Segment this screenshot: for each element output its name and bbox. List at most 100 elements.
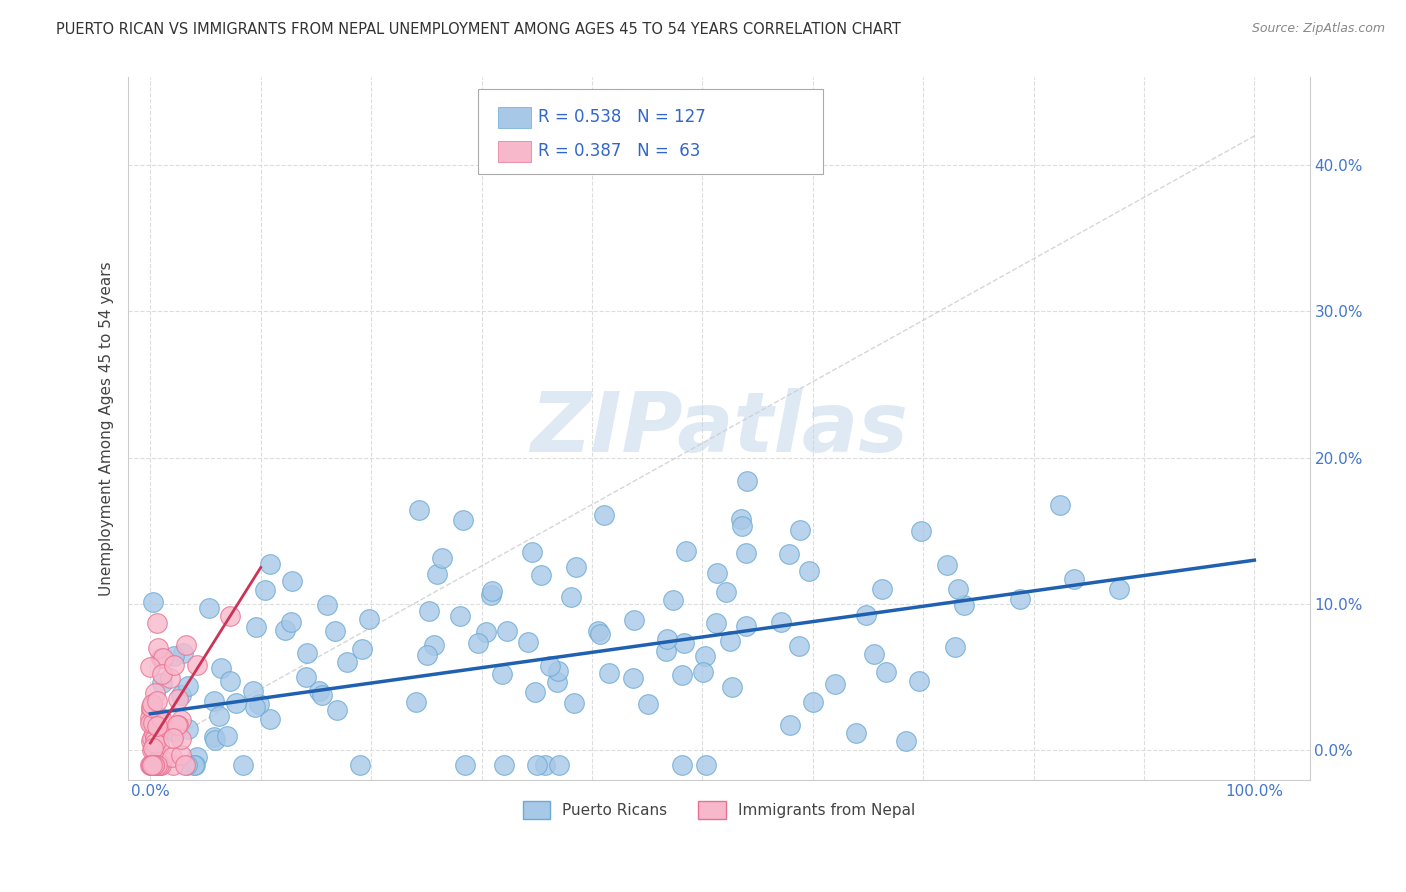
- Point: [139, 711, 162, 725]
- Point: [845, 725, 868, 739]
- Text: R = 0.387   N =  63: R = 0.387 N = 63: [538, 142, 700, 160]
- Point: [824, 677, 846, 691]
- Point: [162, 731, 184, 745]
- Point: [149, 758, 172, 772]
- Point: [148, 738, 170, 752]
- Point: [1010, 592, 1032, 607]
- Point: [547, 664, 569, 678]
- Point: [186, 657, 208, 672]
- Point: [143, 731, 166, 746]
- Point: [141, 731, 163, 745]
- Point: [215, 729, 238, 743]
- Point: [139, 758, 162, 772]
- Point: [516, 635, 538, 649]
- Point: [801, 695, 824, 709]
- Point: [534, 757, 557, 772]
- Point: [560, 590, 582, 604]
- Point: [163, 649, 186, 664]
- Point: [146, 754, 169, 768]
- Point: [245, 620, 267, 634]
- Point: [655, 632, 678, 646]
- Point: [1108, 582, 1130, 596]
- Point: [336, 655, 359, 669]
- Point: [661, 593, 683, 607]
- Point: [870, 582, 893, 596]
- Point: [209, 661, 232, 675]
- Point: [935, 558, 957, 573]
- Point: [894, 734, 917, 748]
- Point: [139, 758, 162, 772]
- Point: [142, 595, 165, 609]
- Point: [530, 568, 553, 582]
- Point: [359, 612, 381, 626]
- Point: [146, 725, 169, 739]
- Text: Source: ZipAtlas.com: Source: ZipAtlas.com: [1251, 22, 1385, 36]
- Point: [716, 584, 738, 599]
- Point: [718, 634, 741, 648]
- Point: [281, 574, 304, 588]
- Point: [562, 697, 585, 711]
- Point: [735, 546, 758, 560]
- Point: [139, 659, 162, 673]
- Point: [799, 564, 821, 578]
- Y-axis label: Unemployment Among Ages 45 to 54 years: Unemployment Among Ages 45 to 54 years: [100, 261, 114, 596]
- Point: [945, 640, 967, 654]
- Point: [170, 747, 193, 762]
- Point: [637, 697, 659, 711]
- Point: [152, 651, 174, 665]
- Point: [145, 758, 167, 772]
- Point: [308, 683, 330, 698]
- Point: [186, 750, 208, 764]
- Point: [546, 675, 568, 690]
- Point: [145, 744, 167, 758]
- Point: [426, 567, 449, 582]
- Point: [143, 758, 166, 772]
- Point: [693, 649, 716, 664]
- Point: [242, 684, 264, 698]
- Point: [172, 646, 194, 660]
- Point: [202, 694, 225, 708]
- Point: [704, 615, 727, 630]
- Point: [162, 758, 184, 772]
- Point: [730, 512, 752, 526]
- Point: [721, 680, 744, 694]
- Point: [148, 721, 170, 735]
- Point: [198, 601, 221, 615]
- Point: [855, 607, 877, 622]
- Point: [253, 582, 276, 597]
- Point: [952, 598, 974, 612]
- Point: [177, 680, 200, 694]
- Point: [910, 524, 932, 539]
- Point: [598, 666, 620, 681]
- Point: [146, 694, 169, 708]
- Point: [167, 692, 190, 706]
- Point: [475, 625, 498, 640]
- Point: [350, 641, 373, 656]
- Point: [170, 688, 193, 702]
- Point: [143, 758, 166, 772]
- Point: [166, 718, 188, 732]
- Point: [673, 636, 696, 650]
- Point: [139, 714, 162, 729]
- Point: [405, 695, 427, 709]
- Point: [316, 598, 339, 612]
- Point: [150, 758, 173, 772]
- Point: [273, 624, 295, 638]
- Point: [522, 545, 544, 559]
- Point: [146, 616, 169, 631]
- Point: [323, 624, 346, 638]
- Point: [695, 758, 717, 772]
- Point: [789, 524, 811, 538]
- Legend: Puerto Ricans, Immigrants from Nepal: Puerto Ricans, Immigrants from Nepal: [516, 795, 921, 824]
- Point: [946, 582, 969, 597]
- Point: [586, 624, 609, 639]
- Point: [675, 544, 697, 558]
- Point: [449, 609, 471, 624]
- Point: [218, 609, 240, 624]
- Point: [145, 758, 167, 772]
- Point: [247, 697, 270, 711]
- Point: [143, 736, 166, 750]
- Point: [325, 703, 347, 717]
- Point: [145, 758, 167, 772]
- Point: [141, 703, 163, 717]
